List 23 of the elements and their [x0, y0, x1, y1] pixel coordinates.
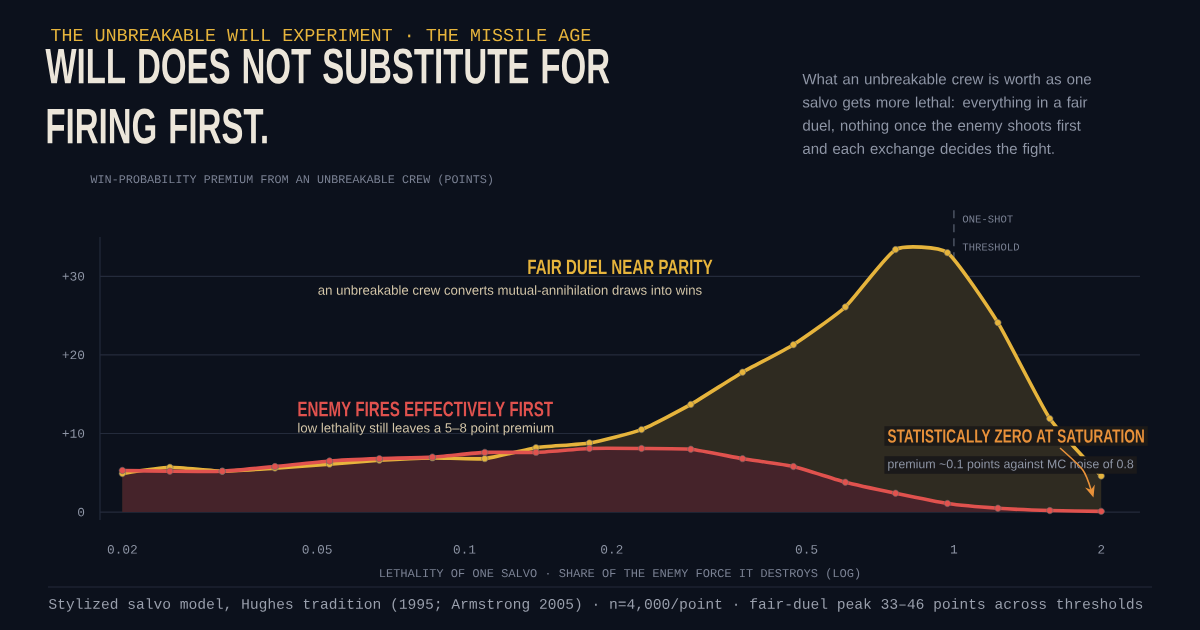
- x-tick-label: 0.2: [601, 545, 623, 554]
- y-axis-title: WIN-PROBABILITY PREMIUM FROM AN UNBREAKABLE CREW (POINTS): [90, 174, 492, 186]
- x-tick-label: 0.1: [453, 545, 476, 554]
- x-tick-label: 1: [950, 545, 958, 554]
- y-tick-label: 0: [78, 507, 85, 517]
- x-tick-label: 0.05: [302, 545, 332, 554]
- x-axis-title: LETHALITY OF ONE SALVO · SHARE OF THE ENEMY FORCE IT DESTROYS (LOG): [380, 568, 860, 580]
- annotation: low lethality still leaves a 5–8 point premium: [298, 422, 554, 436]
- x-tick-label: 0.5: [795, 545, 818, 554]
- annotation: an unbreakable crew converts mutual-annihilation draws into wins: [318, 285, 702, 295]
- text: FAIR DUEL NEAR PARITY: [528, 259, 713, 275]
- x-tick-label: 2: [1098, 545, 1105, 554]
- y-tick-label: +30: [62, 271, 85, 281]
- y-tick-label: +10: [62, 429, 85, 438]
- text: THE UNBREAKABLE WILL EXPERIMENT · THE MISSILE AGE: [51, 28, 591, 42]
- chart-title: WILL DOES NOT SUBSTITUTE FOR FIRING FIRST.: [45, 48, 610, 144]
- y-tick-label: +20: [62, 350, 85, 360]
- x-tick-label: 0.02: [107, 545, 137, 554]
- chart-subtitle: What an unbreakable crew is worth as one salvo gets more lethal: everything in a fair duel, nothing once the enemy shoots first and each exchange decides the fight.: [802, 73, 1092, 157]
- series-label: ENEMY FIRES EFFECTIVELY FIRST: [298, 401, 553, 417]
- annotation: STATISTICALLY ZERO AT SATURATION: [887, 429, 1144, 443]
- text: ONE-SHOT THRESHOLD: [962, 215, 1020, 251]
- text: Stylized salvo model, Hughes tradition (1995; Armstrong 2005) · n=4,000/point · fair-duel peak 33–46 points across thresholds: [48, 598, 1143, 612]
